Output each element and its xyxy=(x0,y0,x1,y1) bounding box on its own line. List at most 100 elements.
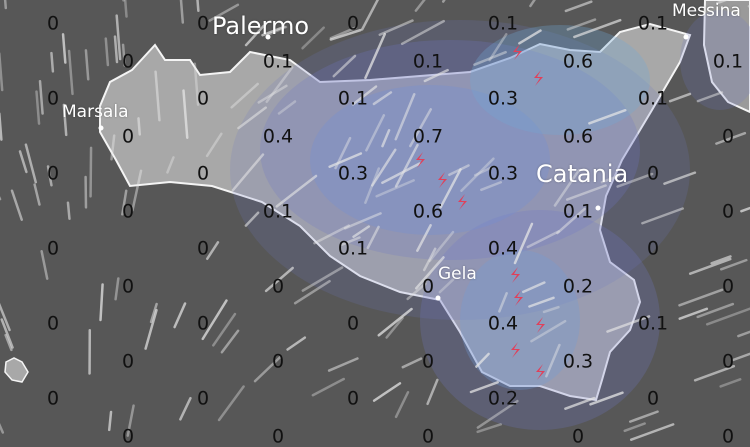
precip-value: 0.1 xyxy=(338,240,368,259)
city-marker xyxy=(436,296,441,301)
precip-value: 0 xyxy=(647,165,659,184)
wind-streak xyxy=(721,379,741,386)
precip-value: 0.2 xyxy=(488,390,518,409)
wind-streak xyxy=(146,310,157,348)
precip-value: 0.1 xyxy=(338,90,368,109)
wind-streak xyxy=(4,0,6,8)
precip-value: 0.1 xyxy=(263,202,293,221)
wind-streak xyxy=(362,0,379,29)
precip-value: 0 xyxy=(122,52,134,71)
precip-value: 0 xyxy=(47,90,59,109)
precip-value: 0 xyxy=(272,352,284,371)
precip-value: 0 xyxy=(272,427,284,446)
wind-streak xyxy=(0,288,10,330)
wind-streak xyxy=(35,185,40,205)
wind-streak xyxy=(374,383,400,400)
precip-value: 0 xyxy=(122,277,134,296)
precip-value: 0 xyxy=(122,352,134,371)
wind-streak xyxy=(738,328,750,336)
wind-streak xyxy=(12,191,22,220)
wind-streak xyxy=(690,259,730,274)
precip-value: 0 xyxy=(47,15,59,34)
precip-value: 0 xyxy=(422,277,434,296)
wind-streak xyxy=(329,358,357,370)
city-label-palermo[interactable]: Palermo xyxy=(212,14,309,38)
precip-value: 0 xyxy=(422,427,434,446)
precip-value: 0.6 xyxy=(563,52,593,71)
wind-streak xyxy=(63,34,65,62)
precip-value: 0 xyxy=(647,390,659,409)
wind-streak xyxy=(288,338,305,350)
wind-streak xyxy=(219,387,244,420)
wind-streak xyxy=(313,379,344,395)
precip-value: 0.4 xyxy=(488,315,518,334)
precip-value: 0.1 xyxy=(638,315,668,334)
precip-value: 0.1 xyxy=(413,52,443,71)
precip-value: 0 xyxy=(47,165,59,184)
wind-streak xyxy=(175,304,185,327)
wind-streak xyxy=(222,331,238,353)
city-marker xyxy=(684,35,689,40)
wind-streak xyxy=(741,194,750,211)
wind-streak xyxy=(109,412,111,430)
precip-value: 0 xyxy=(722,127,734,146)
wind-streak xyxy=(0,399,3,433)
wind-streak xyxy=(679,290,722,306)
precip-value: 0.1 xyxy=(713,52,743,71)
precip-value: 0 xyxy=(347,15,359,34)
city-label-marsala[interactable]: Marsala xyxy=(62,104,129,121)
precip-value: 0 xyxy=(347,390,359,409)
precip-value: 0.1 xyxy=(563,202,593,221)
wind-streak xyxy=(115,37,117,62)
precip-value: 0.6 xyxy=(413,202,443,221)
wind-streak xyxy=(197,0,199,11)
wind-streak xyxy=(116,278,119,299)
precip-value: 0.3 xyxy=(488,165,518,184)
wind-streak xyxy=(530,0,541,6)
precip-value: 0 xyxy=(347,315,359,334)
precip-value: 0 xyxy=(122,127,134,146)
precip-value: 0.3 xyxy=(563,352,593,371)
wind-streak xyxy=(181,0,183,23)
wind-streak xyxy=(26,145,36,183)
city-marker xyxy=(266,35,271,40)
wind-streak xyxy=(443,0,469,2)
precip-value: 0 xyxy=(47,315,59,334)
wind-streak xyxy=(69,51,72,94)
wind-streak xyxy=(0,114,1,140)
wind-streak xyxy=(106,39,108,65)
precip-value: 0 xyxy=(122,427,134,446)
wind-streak xyxy=(68,203,69,219)
city-label-catania[interactable]: Catania xyxy=(536,162,628,186)
city-label-gela[interactable]: Gela xyxy=(438,266,477,283)
precip-value: 0 xyxy=(422,352,434,371)
precip-value: 0.1 xyxy=(638,15,668,34)
precip-value: 0.3 xyxy=(338,165,368,184)
precip-value: 0.7 xyxy=(413,127,443,146)
precip-value: 0.4 xyxy=(488,240,518,259)
precip-value: 0.3 xyxy=(488,90,518,109)
wind-streak xyxy=(20,151,26,171)
precip-value: 0.4 xyxy=(263,127,293,146)
wind-streak xyxy=(625,424,645,431)
wind-streak xyxy=(403,359,421,368)
wind-streak xyxy=(36,92,39,124)
wind-streak xyxy=(138,118,139,134)
city-label-messina[interactable]: Messina xyxy=(672,3,741,20)
wind-streak xyxy=(101,284,103,320)
wind-streak xyxy=(396,392,408,417)
precip-value: 0 xyxy=(722,202,734,221)
precip-value: 0.1 xyxy=(488,15,518,34)
wind-streak xyxy=(86,50,88,79)
wind-streak xyxy=(733,347,750,360)
precip-value: 0 xyxy=(272,277,284,296)
precip-value: 0 xyxy=(197,240,209,259)
precip-value: 0 xyxy=(47,390,59,409)
wind-streak xyxy=(125,0,126,17)
wind-streak xyxy=(630,412,657,422)
precip-value: 0 xyxy=(122,202,134,221)
precip-value: 0 xyxy=(197,90,209,109)
city-marker xyxy=(99,126,104,131)
